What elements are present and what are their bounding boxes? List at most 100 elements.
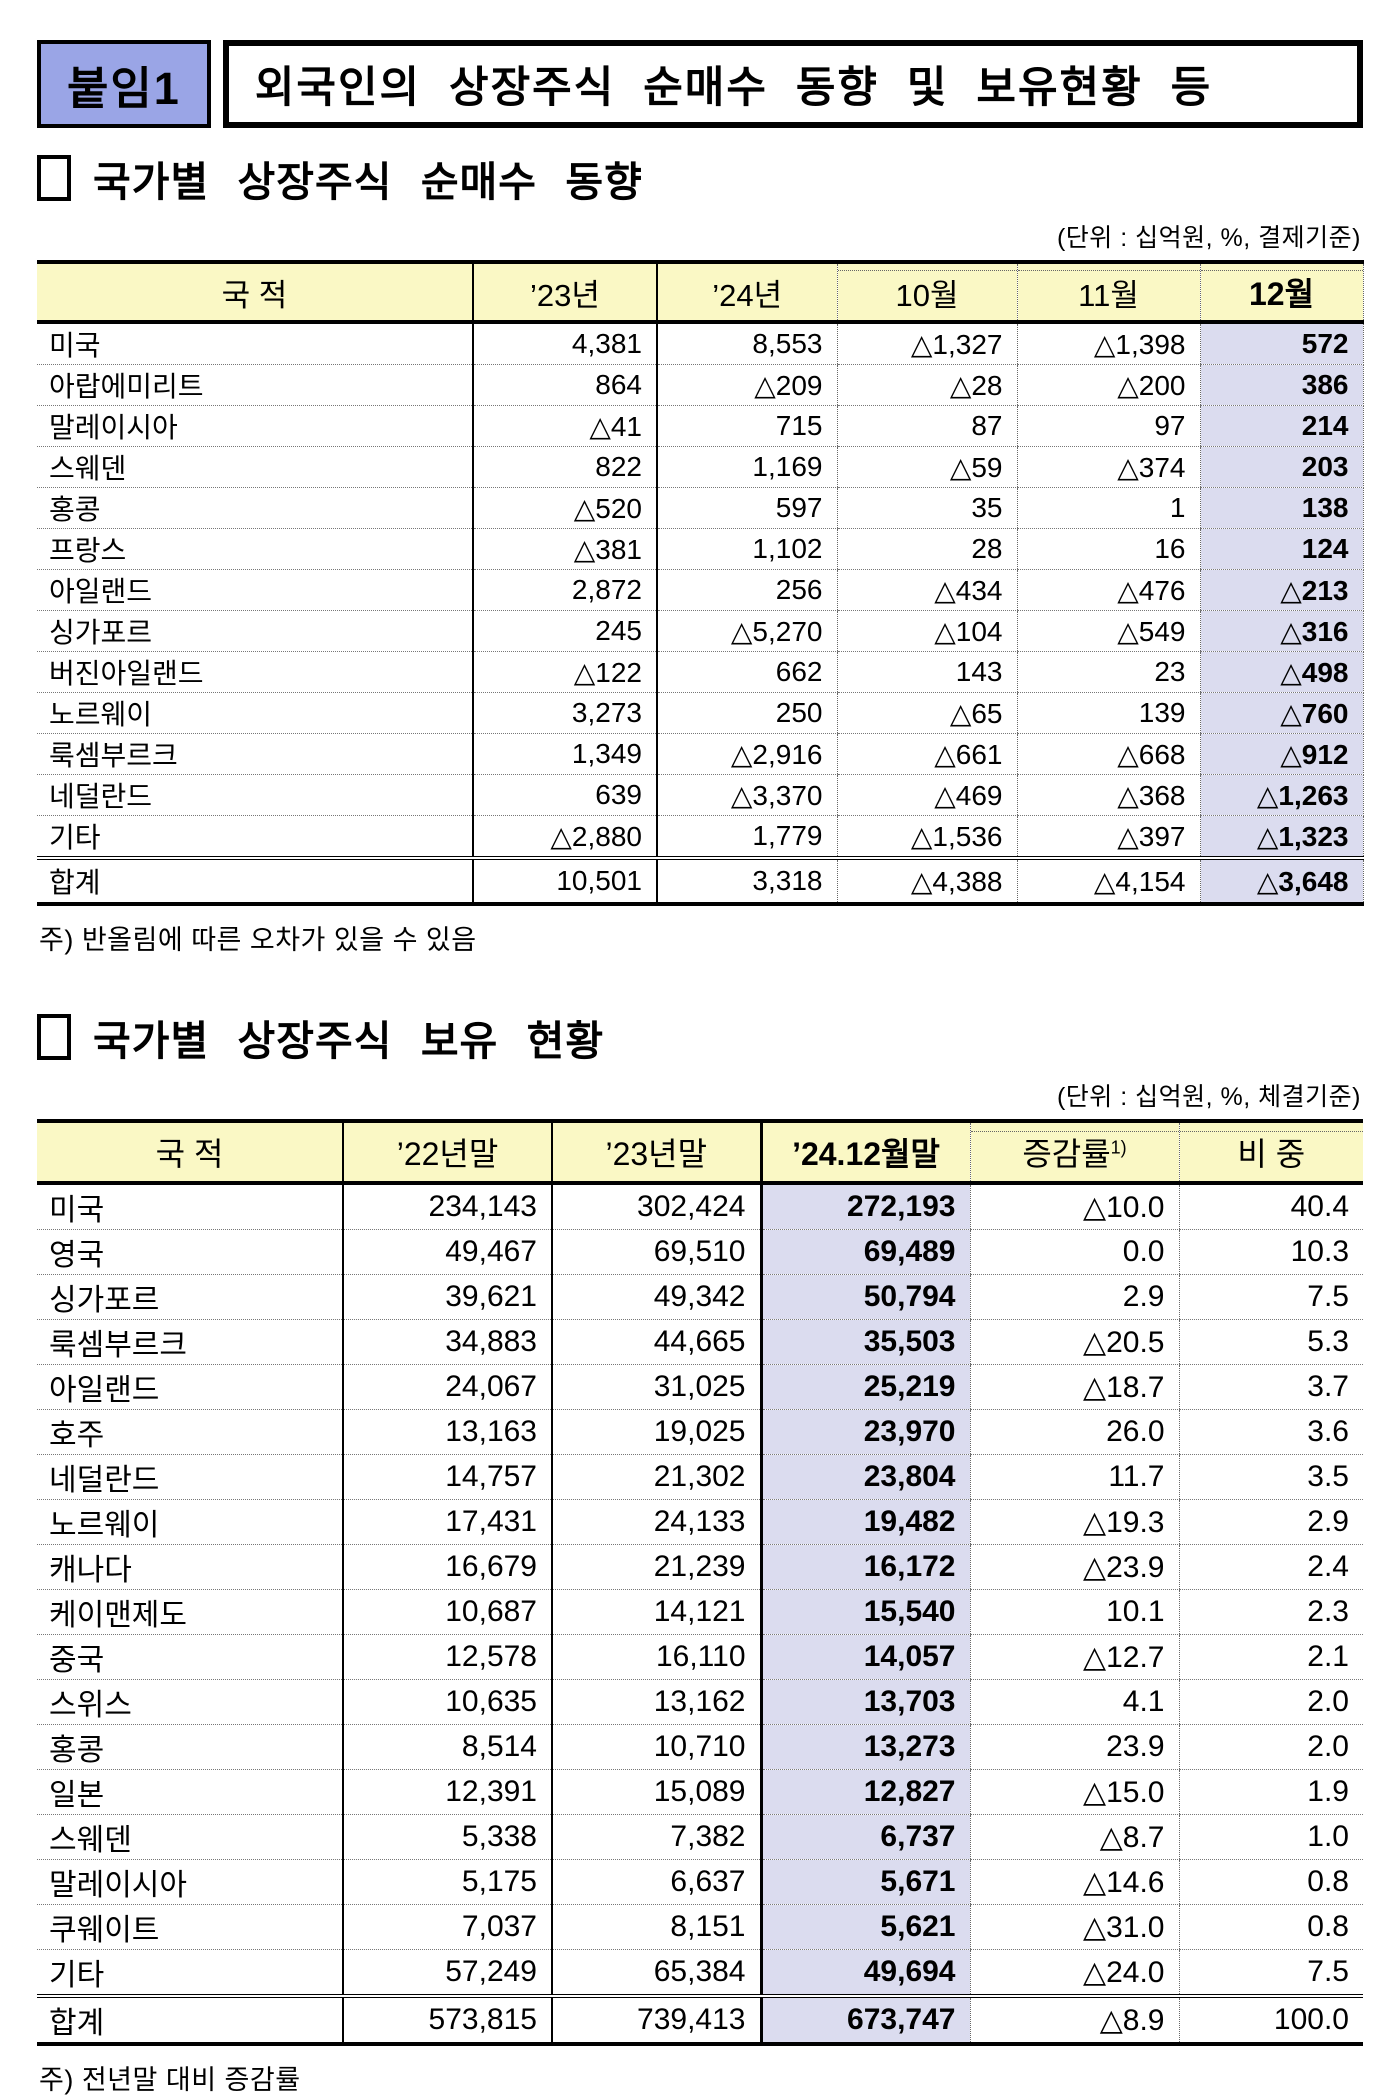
value-cell: △549 <box>1016 610 1200 652</box>
country-cell: 합계 <box>37 1994 343 2044</box>
value-cell: 35,503 <box>759 1319 970 1365</box>
value-cell: 14,057 <box>759 1634 970 1680</box>
value-cell: △668 <box>1016 733 1200 775</box>
column-header: ’23년 <box>472 262 657 324</box>
value-cell: 14,757 <box>342 1454 552 1500</box>
value-cell: 49,342 <box>551 1274 761 1320</box>
value-cell: 23.9 <box>969 1724 1179 1770</box>
value-cell: 40.4 <box>1178 1183 1363 1230</box>
value-cell: 50,794 <box>759 1274 970 1320</box>
value-cell: △1,263 <box>1199 774 1364 816</box>
value-cell: 23,970 <box>759 1409 970 1455</box>
column-header: 국 적 <box>37 262 473 324</box>
value-cell: 7,382 <box>551 1814 761 1860</box>
value-cell: △476 <box>1016 569 1200 611</box>
value-cell: 124 <box>1199 528 1364 570</box>
table-row: 아일랜드 24,067 31,025 25,219 △18.7 3.7 <box>37 1364 1363 1410</box>
value-cell: 5,621 <box>759 1904 970 1950</box>
value-cell: 34,883 <box>342 1319 552 1365</box>
value-cell: 5,175 <box>342 1859 552 1905</box>
country-cell: 룩셈부르크 <box>37 1319 343 1365</box>
table-row: 아일랜드 2,872 256 △434 △476 △213 <box>37 569 1364 611</box>
value-cell: 12,391 <box>342 1769 552 1815</box>
value-cell: 10,501 <box>472 856 657 904</box>
country-cell: 아랍에미리트 <box>37 364 473 406</box>
value-cell: 573,815 <box>342 1994 552 2044</box>
value-cell: △18.7 <box>969 1364 1179 1410</box>
value-cell: 3,318 <box>656 856 837 904</box>
value-cell: 14,121 <box>551 1589 761 1635</box>
section-holdings-heading: 국가별 상장주식 보유 현황 <box>37 1007 1363 1067</box>
value-cell: 12,827 <box>759 1769 970 1815</box>
table-row: 말레이시아 5,175 6,637 5,671 △14.6 0.8 <box>37 1859 1363 1905</box>
country-cell: 노르웨이 <box>37 692 473 734</box>
value-cell: △4,154 <box>1016 856 1200 904</box>
value-cell: 39,621 <box>342 1274 552 1320</box>
table-row: 기타 57,249 65,384 49,694 △24.0 7.5 <box>37 1949 1363 1997</box>
value-cell: △5,270 <box>656 610 837 652</box>
country-cell: 캐나다 <box>37 1544 343 1590</box>
value-cell: △28 <box>836 364 1017 406</box>
net-purchase-footnote: 주) 반올림에 따른 오차가 있을 수 있음 <box>39 925 477 955</box>
value-cell: △912 <box>1199 733 1364 775</box>
value-cell: 49,467 <box>342 1229 552 1275</box>
value-cell: △20.5 <box>969 1319 1179 1365</box>
value-cell: 44,665 <box>551 1319 761 1365</box>
value-cell: 87 <box>836 405 1017 447</box>
document-title: 외국인의 상장주식 순매수 동향 및 보유현황 등 <box>222 40 1363 128</box>
net-purchase-table-body: 미국 4,381 8,553 △1,327 △1,398 572 아랍에미리트 864 △209… <box>37 322 1364 904</box>
section-net-purchase-heading-text: 국가별 상장주식 순매수 동향 <box>93 159 643 205</box>
value-cell: 13,162 <box>551 1679 761 1725</box>
column-header: ’23년말 <box>551 1121 761 1185</box>
value-cell: △59 <box>836 446 1017 488</box>
value-cell: 143 <box>836 651 1017 693</box>
value-cell: 234,143 <box>342 1183 552 1230</box>
value-cell: 1,349 <box>472 733 657 775</box>
value-cell: △661 <box>836 733 1017 775</box>
table-row: 기타 △2,880 1,779 △1,536 △397 △1,323 <box>37 815 1364 859</box>
value-cell: △15.0 <box>969 1769 1179 1815</box>
column-header: 증감률1) <box>969 1121 1179 1185</box>
table-row: 프랑스 △381 1,102 28 16 124 <box>37 528 1364 570</box>
value-cell: 23 <box>1016 651 1200 693</box>
column-header: 10월 <box>836 262 1017 324</box>
table-row: 쿠웨이트 7,037 8,151 5,621 △31.0 0.8 <box>37 1904 1363 1950</box>
value-cell: △10.0 <box>969 1183 1179 1230</box>
table-row: 미국 4,381 8,553 △1,327 △1,398 572 <box>37 322 1364 365</box>
holdings-footnote: 주) 전년말 대비 증감률 <box>39 2065 301 2095</box>
table-row: 아랍에미리트 864 △209 △28 △200 386 <box>37 364 1364 406</box>
country-cell: 일본 <box>37 1769 343 1815</box>
value-cell: 28 <box>836 528 1017 570</box>
value-cell: 673,747 <box>759 1994 970 2044</box>
table-row: 케이맨제도 10,687 14,121 15,540 10.1 2.3 <box>37 1589 1363 1635</box>
table-row: 일본 12,391 15,089 12,827 △15.0 1.9 <box>37 1769 1363 1815</box>
value-cell: 302,424 <box>551 1183 761 1230</box>
value-cell: △1,323 <box>1199 815 1364 859</box>
value-cell: 1,102 <box>656 528 837 570</box>
value-cell: △14.6 <box>969 1859 1179 1905</box>
column-header: ’24년 <box>656 262 837 324</box>
value-cell: 5,338 <box>342 1814 552 1860</box>
value-cell: △2,916 <box>656 733 837 775</box>
value-cell: 13,273 <box>759 1724 970 1770</box>
value-cell: 15,540 <box>759 1589 970 1635</box>
country-cell: 말레이시아 <box>37 405 473 447</box>
country-cell: 버진아일랜드 <box>37 651 473 693</box>
column-header: ’22년말 <box>342 1121 552 1185</box>
value-cell: 13,703 <box>759 1679 970 1725</box>
value-cell: 203 <box>1199 446 1364 488</box>
value-cell: 5,671 <box>759 1859 970 1905</box>
value-cell: △122 <box>472 651 657 693</box>
attachment-badge: 붙임1 <box>37 40 211 128</box>
table-row: 버진아일랜드 △122 662 143 23 △498 <box>37 651 1364 693</box>
value-cell: △213 <box>1199 569 1364 611</box>
value-cell: 7.5 <box>1178 1274 1363 1320</box>
value-cell: 7.5 <box>1178 1949 1363 1997</box>
column-header: 국 적 <box>37 1121 343 1185</box>
holdings-unit-note: (단위 : 십억원, %, 체결기준) <box>1056 1083 1361 1111</box>
value-cell: 11.7 <box>969 1454 1179 1500</box>
table-row: 룩셈부르크 1,349 △2,916 △661 △668 △912 <box>37 733 1364 775</box>
country-cell: 아일랜드 <box>37 569 473 611</box>
value-cell: 97 <box>1016 405 1200 447</box>
square-bullet-icon <box>37 155 71 201</box>
